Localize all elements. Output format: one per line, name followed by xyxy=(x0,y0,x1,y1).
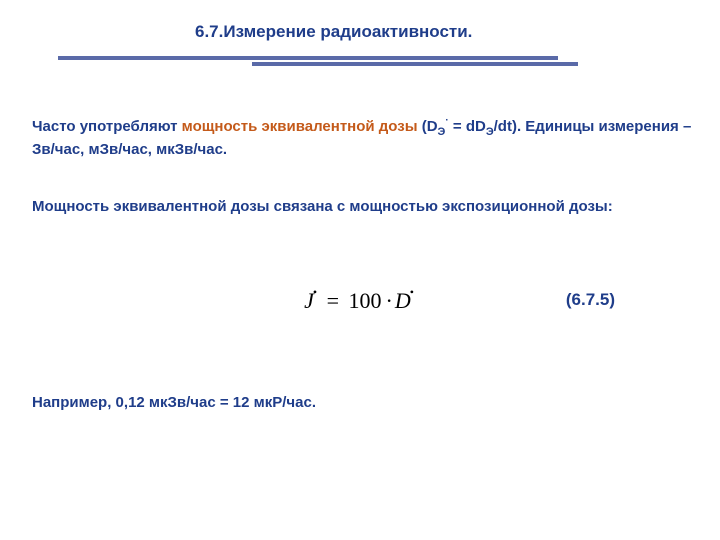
equation-number: (6.7.5) xyxy=(566,290,615,310)
p1-post-a: (D xyxy=(418,118,438,135)
title-rule-bottom xyxy=(252,62,578,66)
paragraph-3: Например, 0,12 мкЗв/час = 12 мкР/час. xyxy=(32,393,692,413)
p1-pre: Часто употребляют xyxy=(32,118,182,135)
eq-coeff: 100 xyxy=(348,288,381,313)
section-title: 6.7.Измерение радиоактивности. xyxy=(195,22,472,42)
equation-formula: J• = 100·D• xyxy=(304,288,416,314)
p1-dot: · xyxy=(445,115,448,126)
eq-equals: = xyxy=(327,288,339,313)
eq-rhs: D xyxy=(395,288,411,313)
p1-sub1: Э xyxy=(438,126,446,138)
eq-rhs-dot: • xyxy=(410,285,414,299)
p1-term: мощность эквивалентной дозы xyxy=(182,118,418,135)
eq-lhs-dot: • xyxy=(313,285,317,299)
title-rule-top xyxy=(58,56,558,60)
p1-sub2: Э xyxy=(486,126,494,138)
eq-mul: · xyxy=(385,288,392,313)
p1-post-b: = dD xyxy=(449,118,486,135)
paragraph-2: Мощность эквивалентной дозы связана с мо… xyxy=(32,197,692,217)
equation-row: J• = 100·D• (6.7.5) xyxy=(0,288,720,318)
paragraph-1: Часто употребляют мощность эквивалентной… xyxy=(32,116,692,160)
